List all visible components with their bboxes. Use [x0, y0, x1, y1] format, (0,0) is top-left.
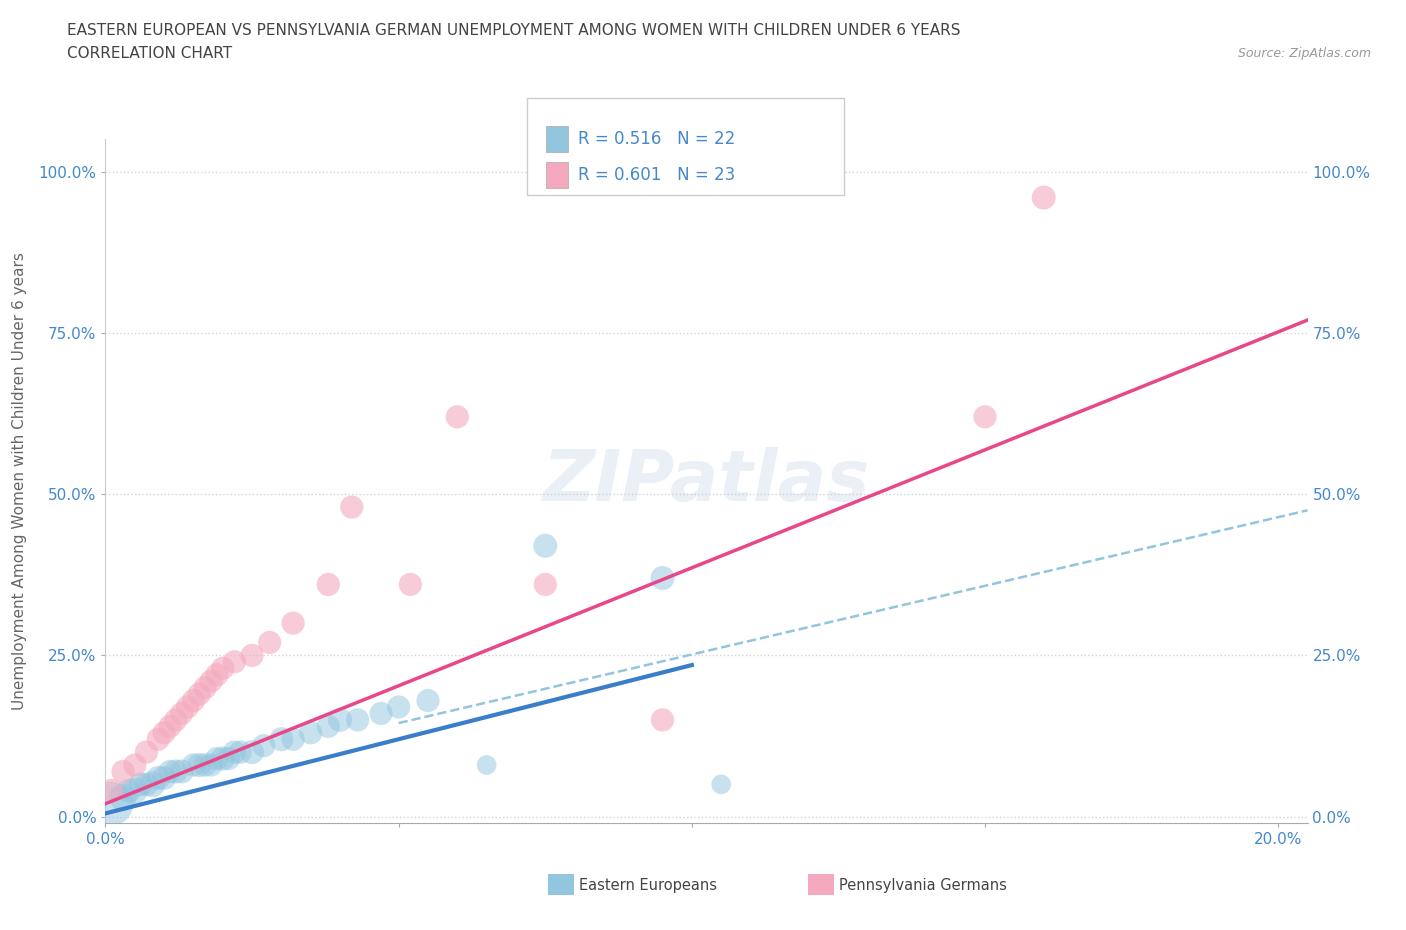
Point: [183, 693, 205, 708]
Point: [259, 635, 281, 650]
Point: [153, 770, 176, 785]
Point: [316, 719, 339, 734]
Point: [148, 732, 170, 747]
Point: [205, 751, 228, 766]
Point: [165, 712, 187, 727]
Point: [100, 796, 122, 811]
Text: ZIPatlas: ZIPatlas: [543, 446, 870, 516]
Point: [170, 764, 193, 779]
Point: [340, 499, 363, 514]
Point: [224, 745, 246, 760]
Point: [346, 712, 368, 727]
Y-axis label: Unemployment Among Women with Children Under 6 years: Unemployment Among Women with Children U…: [13, 252, 27, 711]
Point: [388, 699, 411, 714]
Point: [159, 719, 181, 734]
Point: [124, 758, 146, 773]
Point: [651, 571, 673, 586]
Point: [112, 790, 135, 804]
Text: R = 0.516   N = 22: R = 0.516 N = 22: [578, 130, 735, 149]
Point: [148, 770, 170, 785]
Point: [253, 738, 276, 753]
Point: [974, 409, 997, 424]
Point: [1032, 190, 1054, 205]
Point: [135, 745, 157, 760]
Point: [112, 764, 135, 779]
Point: [475, 758, 498, 773]
Point: [153, 725, 176, 740]
Point: [135, 777, 157, 791]
Point: [129, 777, 152, 791]
Point: [240, 745, 263, 760]
Point: [194, 758, 217, 773]
Point: [170, 706, 193, 721]
Point: [205, 668, 228, 683]
Text: Source: ZipAtlas.com: Source: ZipAtlas.com: [1237, 46, 1371, 60]
Text: Eastern Europeans: Eastern Europeans: [579, 878, 717, 893]
Point: [159, 764, 181, 779]
Text: CORRELATION CHART: CORRELATION CHART: [67, 46, 232, 61]
Point: [229, 745, 252, 760]
Point: [188, 686, 211, 701]
Point: [370, 706, 392, 721]
Point: [316, 577, 339, 591]
Point: [446, 409, 468, 424]
Text: Pennsylvania Germans: Pennsylvania Germans: [839, 878, 1007, 893]
Point: [218, 751, 240, 766]
Point: [118, 783, 141, 798]
Text: EASTERN EUROPEAN VS PENNSYLVANIA GERMAN UNEMPLOYMENT AMONG WOMEN WITH CHILDREN U: EASTERN EUROPEAN VS PENNSYLVANIA GERMAN …: [67, 23, 960, 38]
Text: R = 0.601   N = 23: R = 0.601 N = 23: [578, 166, 735, 184]
Point: [329, 712, 352, 727]
Point: [399, 577, 422, 591]
Point: [534, 577, 557, 591]
Point: [281, 732, 304, 747]
Point: [710, 777, 733, 791]
Point: [270, 732, 292, 747]
Point: [100, 783, 122, 798]
Point: [416, 693, 439, 708]
Point: [651, 712, 673, 727]
Point: [124, 783, 146, 798]
Point: [176, 699, 198, 714]
Point: [281, 616, 304, 631]
Point: [211, 661, 233, 676]
Point: [194, 680, 217, 695]
Point: [200, 758, 222, 773]
Point: [141, 777, 163, 791]
Point: [534, 538, 557, 553]
Point: [200, 673, 222, 688]
Point: [183, 758, 205, 773]
Point: [299, 725, 322, 740]
Point: [165, 764, 187, 779]
Point: [240, 648, 263, 663]
Point: [211, 751, 233, 766]
Point: [188, 758, 211, 773]
Point: [224, 655, 246, 670]
